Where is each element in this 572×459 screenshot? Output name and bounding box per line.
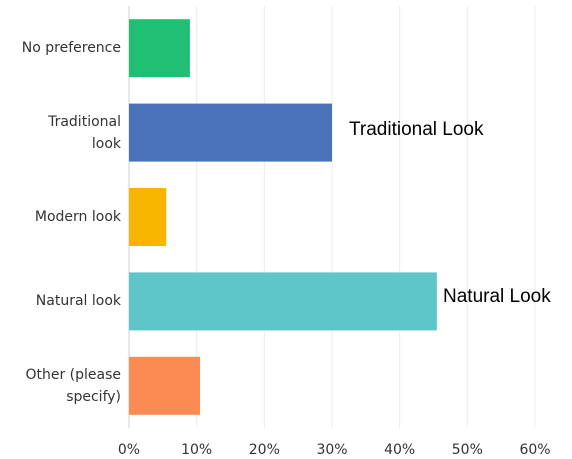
category-label: No preference [21, 40, 121, 57]
x-tick-label: 20% [249, 442, 280, 458]
annotation: Traditional Look [349, 119, 484, 140]
x-tick-label: 60% [519, 442, 550, 458]
x-tick-label: 30% [316, 442, 347, 458]
category-label: Other (please specify) [25, 366, 121, 405]
x-tick-label: 10% [181, 442, 212, 458]
x-tick-label: 40% [384, 442, 415, 458]
bar [129, 103, 332, 162]
category-label: Traditional look [48, 113, 121, 152]
category-label: Modern look [34, 209, 121, 225]
category-label: Natural look [35, 293, 121, 310]
x-tick-label: 50% [452, 442, 483, 458]
bar [129, 272, 437, 331]
bar [129, 356, 201, 415]
bar [129, 188, 167, 246]
x-tick-label: 0% [118, 442, 140, 458]
annotation: Natural Look [443, 286, 551, 307]
bar [129, 19, 190, 78]
